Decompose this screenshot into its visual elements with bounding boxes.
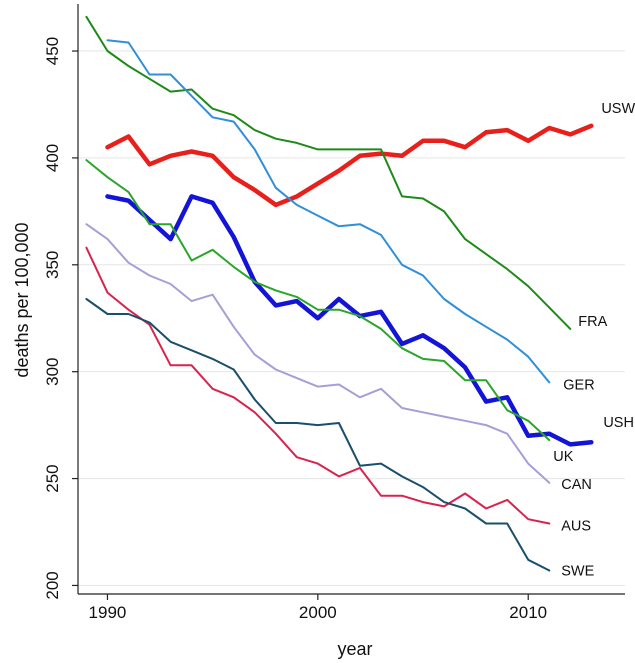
- series-lines: [85, 15, 594, 572]
- y-tick-label-450: 450: [43, 37, 62, 65]
- series-line-ger: [106, 39, 551, 384]
- y-axis-title: deaths per 100,000: [12, 222, 32, 377]
- series-label-aus: AUS: [561, 518, 591, 534]
- axis-ticks: 200 250 300 350 400 450 1990 2000 2010: [43, 37, 547, 622]
- series-line-swe: [85, 298, 551, 572]
- series-line-aus: [85, 246, 551, 525]
- series-line-fra: [85, 15, 572, 330]
- plot-frame: [77, 4, 625, 595]
- series-label-ger: GER: [563, 377, 594, 393]
- series-label-fra: FRA: [578, 314, 607, 330]
- series-label-swe: SWE: [561, 563, 594, 579]
- series-label-usw: USW: [601, 101, 635, 117]
- x-tick-label-2000: 2000: [299, 603, 337, 622]
- x-tick-label-2010: 2010: [509, 603, 547, 622]
- y-tick-label-400: 400: [43, 144, 62, 172]
- series-label-uk: UK: [553, 449, 573, 465]
- series-label-ush: USH: [603, 415, 634, 431]
- series-line-can: [85, 223, 551, 484]
- x-axis-title: year: [337, 639, 372, 659]
- y-tick-label-300: 300: [43, 357, 62, 385]
- y-tick-label-200: 200: [43, 571, 62, 599]
- series-line-ush: [105, 194, 594, 447]
- series-line-uk: [85, 159, 551, 442]
- y-tick-label-350: 350: [43, 251, 62, 279]
- series-label-can: CAN: [561, 477, 592, 493]
- series-line-usw: [105, 123, 594, 208]
- x-tick-label-1990: 1990: [89, 603, 127, 622]
- series-labels: USW FRA GER USH UK CAN AUS SWE: [553, 101, 635, 580]
- y-tick-label-250: 250: [43, 464, 62, 492]
